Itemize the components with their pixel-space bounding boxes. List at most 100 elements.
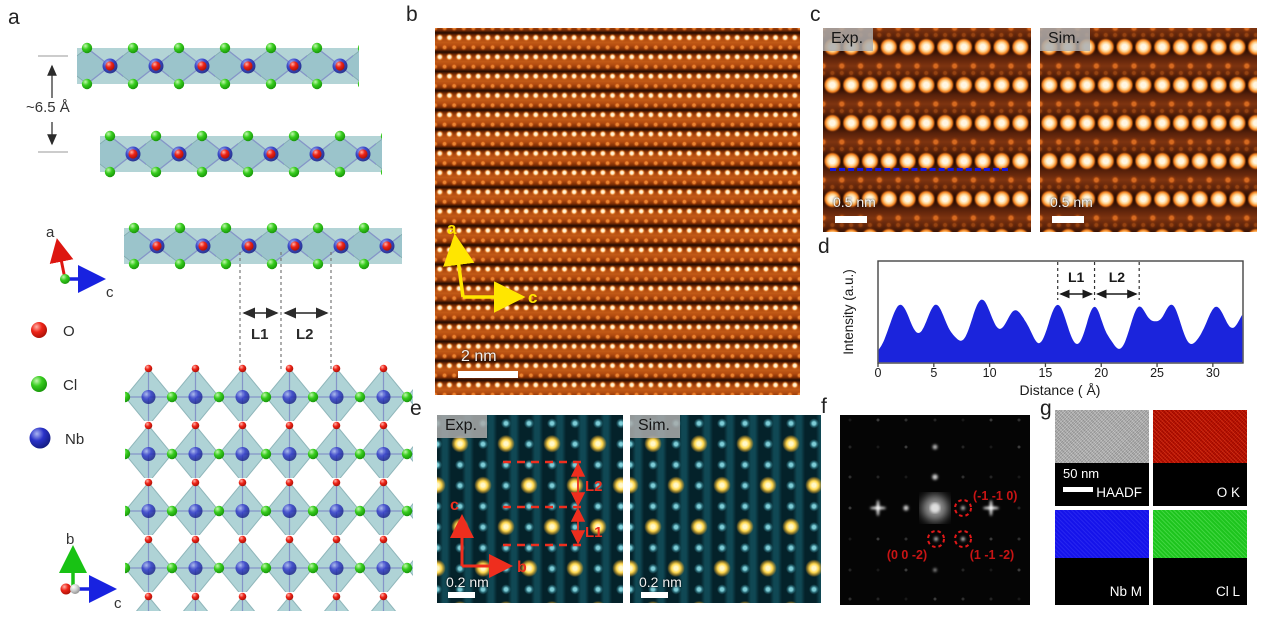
indexed-reflection-circles <box>927 499 972 548</box>
panel-label-f: f <box>821 395 827 418</box>
panel-label-g: g <box>1040 397 1052 420</box>
eds-map-haadf: 50 nm HAADF <box>1055 410 1149 506</box>
exp-chip: Exp. <box>823 28 874 51</box>
eds-map-cl-l: Cl L <box>1153 510 1247 605</box>
legend-O-label: O <box>63 323 75 340</box>
legend-item-Nb: Nb <box>29 427 84 449</box>
eds-map-grid: 50 nm HAADF O K Nb M Cl L <box>1055 410 1247 605</box>
oxygen-atom-icon <box>31 322 47 338</box>
map-label-nb-m: Nb M <box>1109 584 1142 599</box>
vdw-slab-3 <box>124 220 402 272</box>
haadf-signal-region <box>1055 410 1149 463</box>
l1-l2-annotation: L1 L2 <box>239 252 332 372</box>
reflection-circle-m1m10 <box>954 499 972 517</box>
origin-atom <box>60 274 70 284</box>
scale-bar-label: 0.2 nm <box>446 574 489 590</box>
axis-c-label: c <box>528 288 537 307</box>
axis-a-label: a <box>447 219 457 238</box>
l2-label: L2 <box>585 478 603 495</box>
reflection-label-m1m10: (-1 -1 0) <box>973 489 1017 503</box>
origin-oxygen-atom <box>60 583 72 595</box>
stem-image-overview: a c 2 nm <box>435 28 800 395</box>
panel-label-d: d <box>818 235 830 258</box>
axis-b-label: b <box>517 559 527 576</box>
y-axis-title: Intensity (a.u.) <box>841 269 856 355</box>
bc-lattice <box>125 364 413 611</box>
axis-indicator-bc: b c <box>59 531 122 612</box>
map-label-o-k: O K <box>1216 485 1240 500</box>
l1-label: L1 <box>251 326 269 343</box>
reflection-circle-1m1m2 <box>954 530 972 548</box>
axis-c-label: c <box>106 284 114 301</box>
vdw-slab-1 <box>77 40 359 92</box>
map-label-haadf: HAADF <box>1096 485 1142 500</box>
legend-item-O: O <box>31 322 75 340</box>
x-axis-title: Distance ( Å) <box>1020 382 1101 398</box>
atom-legend: O Cl Nb <box>29 322 84 449</box>
panel-a-structure-diagram: a ~6.5 Å a c L1 L2 <box>8 6 413 612</box>
faint-reflection-spots <box>848 418 1021 601</box>
axis-c-label: c <box>450 497 459 514</box>
panel-label-e: e <box>410 397 422 420</box>
axis-b-label: b <box>66 531 74 548</box>
svg-text:20: 20 <box>1094 366 1108 380</box>
fft-content: (-1 -1 0) (0 0 -2) (1 -1 -2) <box>848 418 1021 601</box>
axis-indicator-ac: a c <box>46 224 114 301</box>
legend-Nb-label: Nb <box>65 431 84 448</box>
l2-label: L2 <box>296 326 314 343</box>
bright-reflection-spots <box>870 444 999 572</box>
scale-bar <box>835 216 867 223</box>
svg-text:15: 15 <box>1038 366 1052 380</box>
vdw-slab-2 <box>100 128 382 180</box>
reflection-circle-00m2 <box>927 530 945 548</box>
interlayer-spacing-annotation: ~6.5 Å <box>26 55 70 153</box>
reflection-label-1m1m2: (1 -1 -2) <box>970 548 1014 562</box>
scale-bar <box>448 592 475 598</box>
origin-atom <box>70 584 80 594</box>
legend-Cl-label: Cl <box>63 377 77 394</box>
stem-image-exp: Exp. 0.5 nm <box>823 28 1031 232</box>
chlorine-atom-icon <box>31 376 47 392</box>
panel-label-a: a <box>8 6 20 29</box>
crystal-axes-overlay: a c <box>443 219 537 313</box>
chlorine-signal-region <box>1153 510 1247 558</box>
legend-item-Cl: Cl <box>31 376 77 394</box>
panel-label-b: b <box>406 3 418 26</box>
map-label-cl-l: Cl L <box>1215 584 1240 599</box>
abf-image-sim: Sim. 0.2 nm <box>630 415 821 603</box>
scale-bar <box>458 371 518 378</box>
stem-image-sim: Sim. 0.5 nm <box>1040 28 1257 232</box>
l1-l2-chart-annotation: L1 L2 <box>1057 262 1140 300</box>
eds-map-nb-m: Nb M <box>1055 510 1149 605</box>
reflection-label-00m2: (0 0 -2) <box>887 548 927 562</box>
scale-bar-label: 0.5 nm <box>1050 194 1093 210</box>
l1-label: L1 <box>585 524 603 541</box>
exp-chip: Exp. <box>437 415 488 438</box>
axis-c-label-2: c <box>114 595 122 612</box>
scale-bar-label: 50 nm <box>1063 466 1100 481</box>
sim-chip: Sim. <box>630 415 680 438</box>
intensity-profile-chart: 0 5 10 15 20 25 30 L1 L2 Distance ( Å) Intensit… <box>841 260 1244 398</box>
abf-image-exp: Exp. L2 L1 c b 0.2 nm <box>437 415 623 603</box>
svg-text:5: 5 <box>930 366 937 380</box>
spacing-value-label: ~6.5 Å <box>26 99 70 116</box>
oxygen-signal-region <box>1153 410 1247 463</box>
svg-text:L2: L2 <box>1109 269 1126 285</box>
intensity-profile-line <box>830 168 1008 171</box>
scale-bar <box>1052 216 1084 223</box>
x-axis-ticks: 0 5 10 15 20 25 30 <box>875 363 1220 380</box>
central-beam-spot <box>922 495 948 521</box>
svg-text:25: 25 <box>1150 366 1164 380</box>
eds-map-o-k: O K <box>1153 410 1247 506</box>
panel-label-c: c <box>810 3 821 26</box>
niobium-signal-region <box>1055 510 1149 558</box>
svg-text:0: 0 <box>875 366 882 380</box>
niobium-atom-icon <box>29 427 51 449</box>
svg-text:L1: L1 <box>1068 269 1085 285</box>
axis-a-label: a <box>46 224 55 241</box>
scale-bar-label: 0.5 nm <box>833 194 876 210</box>
fft-pattern-image: (-1 -1 0) (0 0 -2) (1 -1 -2) <box>840 415 1030 605</box>
svg-text:10: 10 <box>983 366 997 380</box>
profile-curve <box>878 299 1243 363</box>
